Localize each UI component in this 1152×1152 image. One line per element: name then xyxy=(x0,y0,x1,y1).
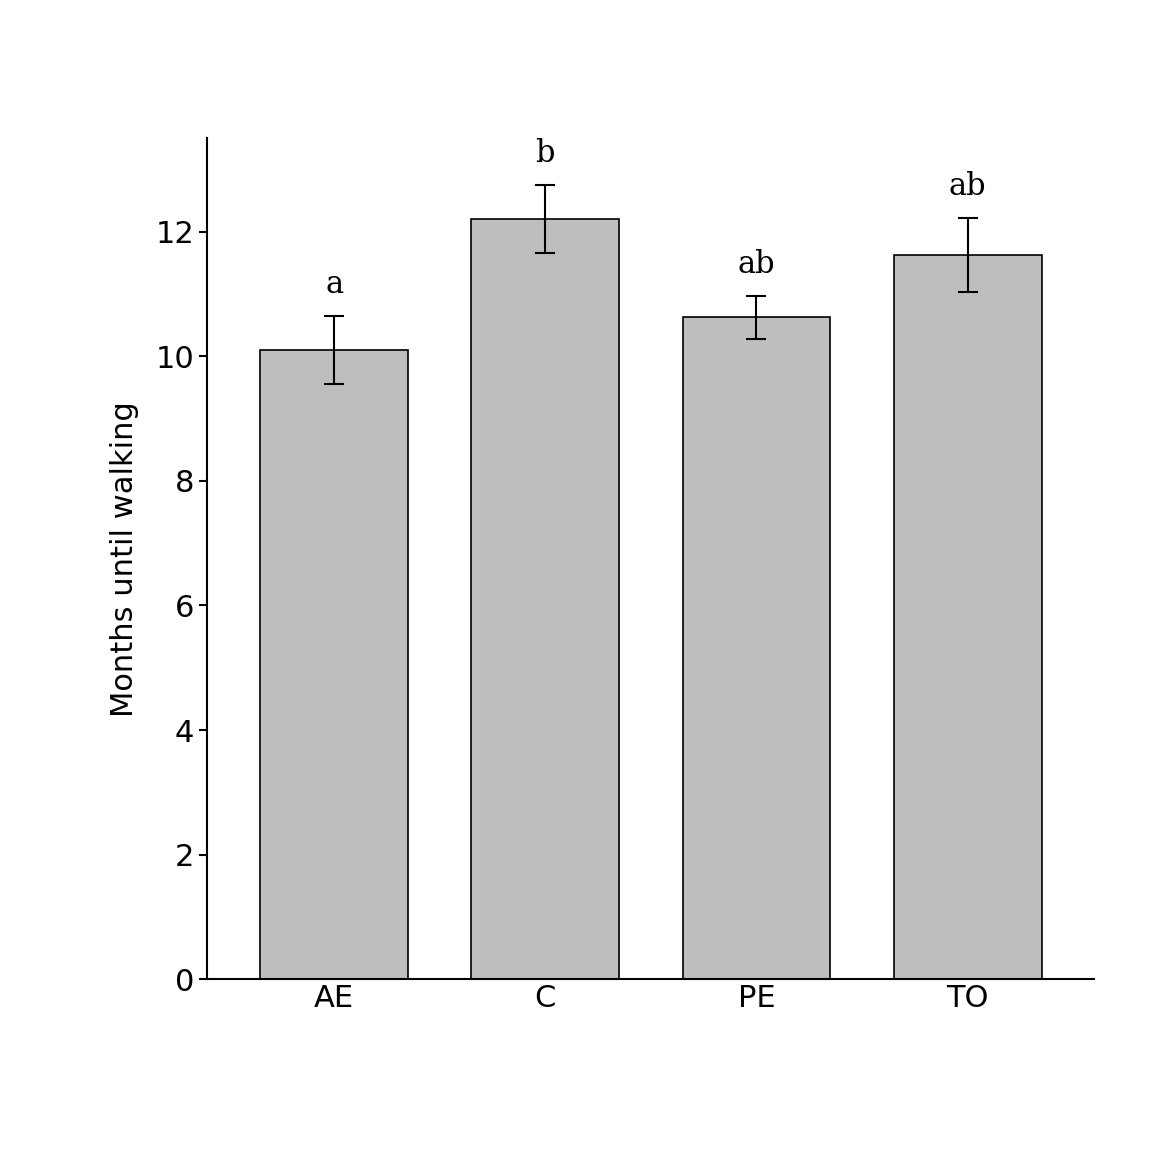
Bar xyxy=(260,350,408,979)
Text: ab: ab xyxy=(737,249,775,280)
Bar xyxy=(471,219,619,979)
Y-axis label: Months until walking: Months until walking xyxy=(109,401,138,717)
Text: b: b xyxy=(536,138,555,169)
Text: ab: ab xyxy=(949,172,986,202)
Text: a: a xyxy=(325,270,343,301)
Bar xyxy=(894,255,1041,979)
Bar xyxy=(682,317,831,979)
